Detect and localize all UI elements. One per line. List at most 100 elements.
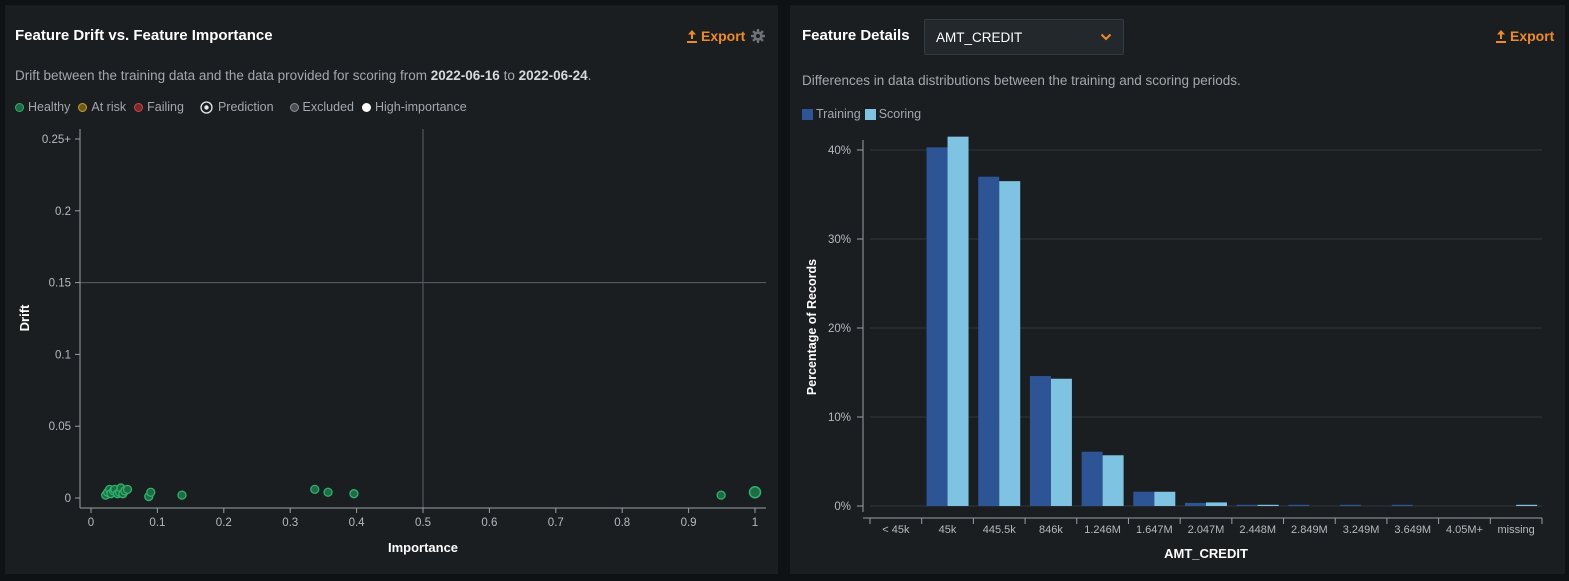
legend-label: Failing xyxy=(147,100,184,114)
x-tick-label: 0 xyxy=(88,517,94,529)
gear-icon[interactable] xyxy=(751,29,765,43)
y-tick-label: 0% xyxy=(834,501,851,513)
upload-icon xyxy=(1496,29,1506,43)
scoring-bar xyxy=(1050,378,1072,506)
chart-legend: Training Scoring xyxy=(802,107,929,121)
upload-icon xyxy=(687,29,697,43)
training-bar xyxy=(926,147,948,506)
legend-high-importance[interactable]: High-importance xyxy=(361,100,467,114)
x-tick-label: 846k xyxy=(1039,524,1063,536)
healthy-dot-icon xyxy=(15,102,24,112)
y-axis-title: Drift xyxy=(17,304,32,331)
failing-dot-icon xyxy=(134,102,144,112)
legend-failing[interactable]: Failing xyxy=(134,100,184,114)
training-bar xyxy=(1288,504,1310,506)
y-tick-label: 10% xyxy=(828,412,851,424)
y-axis-title: Percentage of Records xyxy=(805,259,819,395)
x-axis-title: AMT_CREDIT xyxy=(1164,546,1248,561)
drift-scatter-chart: 0 0.05 0.1 0.15 0.2 0.25+ 0 0.1 0.2 0.3 0.4 0.5 0.6 0… xyxy=(17,129,766,555)
training-bar xyxy=(1133,491,1155,506)
y-tick-label: 0.2 xyxy=(55,206,71,218)
y-tick-label: 30% xyxy=(828,234,851,246)
x-tick-label: 3.249M xyxy=(1343,524,1380,536)
x-tick-label: 1.246M xyxy=(1084,524,1121,536)
description-text-mid: to xyxy=(499,68,519,83)
legend-prediction[interactable]: Prediction xyxy=(200,100,274,114)
x-tick-label: 0.1 xyxy=(149,517,165,529)
drift-importance-panel: Feature Drift vs. Feature Importance Exp… xyxy=(5,5,778,574)
legend-scoring[interactable]: Scoring xyxy=(864,107,922,121)
chart-legend: Healthy At risk Failing Prediction Exclu… xyxy=(15,100,475,114)
feature-select-value: AMT_CREDIT xyxy=(936,29,1023,45)
legend-label: Excluded xyxy=(302,100,354,114)
y-tick-label: 0.15 xyxy=(49,278,71,290)
legend-label: Prediction xyxy=(217,100,274,114)
scoring-bar xyxy=(1257,504,1279,506)
legend-excluded[interactable]: Excluded xyxy=(289,100,354,114)
x-axis-title: Importance xyxy=(388,540,458,555)
x-tick-label: < 45k xyxy=(882,524,910,536)
y-tick-label: 0.1 xyxy=(55,349,71,361)
legend-label: High-importance xyxy=(374,100,467,114)
legend-label: At risk xyxy=(91,100,127,114)
x-tick-label: 0.9 xyxy=(681,517,697,529)
legend-training[interactable]: Training xyxy=(802,107,861,121)
scatter-point xyxy=(146,487,156,497)
x-tick-label: 2.849M xyxy=(1291,524,1328,536)
x-tick-label: 0.6 xyxy=(481,517,497,529)
description-text-end: . xyxy=(587,68,592,83)
high-importance-dot-icon xyxy=(361,102,371,112)
x-tick-label: 3.649M xyxy=(1394,524,1431,536)
panel-title: Feature Details xyxy=(802,27,910,44)
prediction-point xyxy=(748,486,762,499)
x-tick-label: 0.5 xyxy=(415,517,431,529)
description-text: Drift between the training data and the … xyxy=(15,68,431,83)
x-tick-label: 4.05M+ xyxy=(1446,524,1483,536)
feature-histogram-chart: 0% 10% 20% 30% 40% < 45k 45k 445.5k 846k 1.246M 1.… xyxy=(805,136,1543,561)
excluded-dot-icon xyxy=(289,102,299,112)
x-tick-label: 1.647M xyxy=(1136,524,1173,536)
x-tick-label: 1 xyxy=(752,517,758,529)
scoring-bar xyxy=(947,136,969,506)
x-tick-label: 0.8 xyxy=(614,517,630,529)
scoring-bar xyxy=(1102,455,1124,506)
y-tick-label: 0.25+ xyxy=(42,134,71,146)
legend-label: Scoring xyxy=(878,107,922,121)
at-risk-dot-icon xyxy=(78,102,88,112)
training-bar xyxy=(1185,502,1206,506)
scatter-point xyxy=(323,487,333,497)
scoring-bar xyxy=(1206,502,1227,506)
training-bar xyxy=(1340,504,1362,506)
export-label: Export xyxy=(1510,28,1555,44)
scatter-point xyxy=(310,484,320,495)
legend-healthy[interactable]: Healthy xyxy=(15,100,70,114)
date-to: 2022-06-24 xyxy=(518,68,588,83)
export-button[interactable]: Export xyxy=(1496,28,1554,44)
panel-title: Feature Drift vs. Feature Importance xyxy=(15,27,273,44)
prediction-target-icon xyxy=(200,100,213,114)
legend-label: Healthy xyxy=(28,100,71,114)
scoring-bar xyxy=(1516,504,1538,506)
x-tick-label: 2.047M xyxy=(1188,524,1225,536)
scatter-point xyxy=(177,490,187,500)
y-tick-label: 40% xyxy=(828,145,851,157)
export-button[interactable]: Export xyxy=(687,28,745,44)
x-tick-label: 2.448M xyxy=(1239,524,1276,536)
panel-description: Drift between the training data and the … xyxy=(15,68,591,83)
legend-at-risk[interactable]: At risk xyxy=(78,100,126,114)
y-tick-label: 0.05 xyxy=(49,421,71,433)
panel-description: Differences in data distributions betwee… xyxy=(802,73,1241,88)
x-tick-label: 0.2 xyxy=(216,517,232,529)
training-bar xyxy=(1391,504,1413,506)
chevron-down-icon xyxy=(1100,33,1112,41)
date-from: 2022-06-16 xyxy=(430,68,500,83)
training-bar xyxy=(978,176,1000,506)
export-label: Export xyxy=(701,28,746,44)
scatter-point xyxy=(349,489,359,499)
feature-select[interactable]: AMT_CREDIT xyxy=(924,19,1124,55)
scoring-bar xyxy=(1154,491,1176,506)
training-bar xyxy=(1236,504,1258,506)
y-tick-label: 20% xyxy=(828,323,851,335)
y-tick-label: 0 xyxy=(65,493,71,505)
x-tick-label: 0.4 xyxy=(349,517,366,529)
